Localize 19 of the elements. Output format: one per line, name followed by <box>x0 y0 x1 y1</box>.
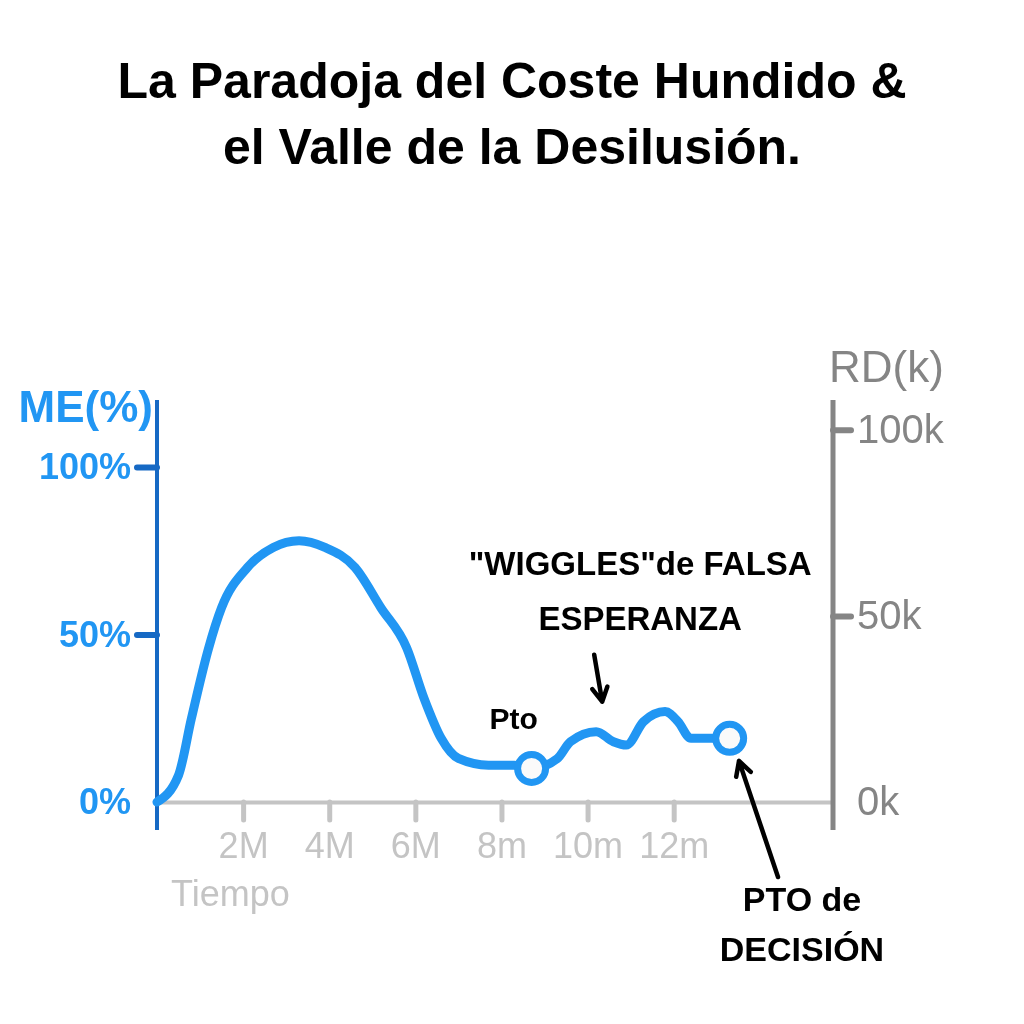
chart-title: La Paradoja del Coste Hundido & el Valle de la Desilusión. <box>117 53 907 175</box>
x-tick-label: 6M <box>390 824 441 866</box>
x-tick-label: 8m <box>476 824 527 866</box>
x-tick-label: 4M <box>304 824 355 866</box>
x-tick-label: 10m <box>553 824 624 866</box>
x-axis-title: Tiempo <box>171 873 290 914</box>
annotation: Pto <box>489 701 538 735</box>
y2-tick-label: 50k <box>857 593 923 638</box>
text: PTO de DECISIÓN <box>719 880 885 968</box>
y-tick-label: 50% <box>58 613 131 655</box>
x-tick-label: 12m <box>639 824 710 866</box>
y-tick-label: 100% <box>38 446 131 488</box>
y-axis-title: ME(%) <box>18 382 153 431</box>
annotation: "WIGGLES"de FALSA ESPERANZA <box>468 544 812 637</box>
y-tick-label: 0% <box>78 781 131 823</box>
y2-tick-label: 0k <box>857 779 901 824</box>
y2-tick-label: 100k <box>857 407 945 452</box>
x-tick-label: 2M <box>218 824 269 866</box>
y2-axis-title: RD(k) <box>829 342 944 391</box>
